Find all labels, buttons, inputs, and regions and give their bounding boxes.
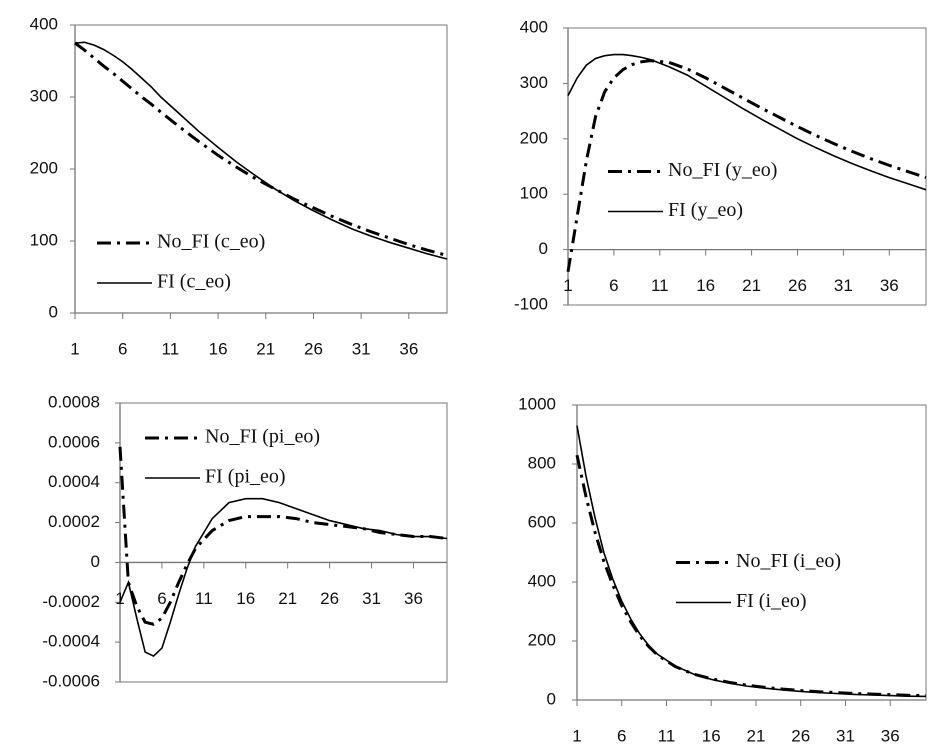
x-tick-label: 11 — [658, 726, 676, 744]
y-tick-label: 300 — [520, 73, 548, 92]
x-tick-label: 21 — [278, 589, 297, 608]
data-line — [567, 53, 927, 191]
y-tick-label: -0.0004 — [42, 632, 100, 651]
x-tick-label: 6 — [617, 726, 626, 744]
x-tick-label: 26 — [788, 276, 807, 295]
legend-label: FI (y_eo) — [668, 199, 743, 221]
legend-label: FI (c_eo) — [157, 271, 231, 293]
y-tick-label: 0.0006 — [48, 432, 100, 451]
y-tick-label: 1000 — [518, 394, 556, 413]
x-tick-label: 1 — [70, 339, 79, 358]
x-tick-label: 16 — [209, 339, 228, 358]
x-tick-label: 31 — [362, 589, 381, 608]
y-tick-label: 800 — [528, 453, 556, 472]
data-line — [74, 41, 448, 260]
data-line — [118, 446, 448, 626]
x-tick-label: 16 — [696, 276, 715, 295]
x-tick-label: 36 — [404, 589, 423, 608]
x-tick-label: 26 — [304, 339, 323, 358]
y-tick-label: 100 — [520, 184, 548, 203]
x-tick-label: 31 — [834, 276, 853, 295]
x-tick-label: 31 — [352, 339, 371, 358]
y-tick-label: 400 — [30, 14, 58, 33]
y-tick-label: 0 — [539, 239, 548, 258]
x-tick-label: 26 — [320, 589, 339, 608]
x-tick-label: 16 — [702, 726, 721, 744]
y-tick-label: 300 — [30, 86, 58, 105]
y-tick-label: 600 — [528, 512, 556, 531]
y-tick-label: 400 — [520, 17, 548, 36]
x-tick-label: 11 — [651, 276, 669, 295]
x-tick-label: 11 — [162, 339, 180, 358]
x-tick-label: 6 — [609, 276, 618, 295]
x-tick-label: 21 — [747, 726, 766, 744]
data-line — [119, 497, 448, 658]
x-tick-label: 1 — [563, 276, 572, 295]
x-tick-label: 1 — [572, 726, 581, 744]
x-tick-label: 11 — [195, 589, 213, 608]
x-tick-label: 36 — [399, 339, 418, 358]
y-tick-label: 0.0004 — [48, 472, 100, 491]
y-tick-label: 200 — [528, 630, 556, 649]
legend-label: No_FI (pi_eo) — [205, 426, 320, 448]
x-tick-label: 21 — [742, 276, 761, 295]
legend-label: No_FI (y_eo) — [668, 159, 777, 181]
x-tick-label: 6 — [118, 339, 127, 358]
y-tick-label: 0.0008 — [48, 392, 100, 411]
legend-label: No_FI (c_eo) — [157, 231, 265, 253]
y-tick-label: 100 — [30, 230, 58, 249]
y-tick-label: 0.0002 — [48, 512, 100, 531]
x-tick-label: 21 — [256, 339, 275, 358]
legend-label: FI (pi_eo) — [205, 466, 286, 488]
x-tick-label: 16 — [236, 589, 255, 608]
legend-label: FI (i_eo) — [736, 590, 807, 612]
x-tick-label: 6 — [157, 589, 166, 608]
y-tick-label: 0 — [91, 552, 100, 571]
x-tick-label: 31 — [836, 726, 855, 744]
y-tick-label: 200 — [520, 128, 548, 147]
y-tick-label: 0 — [547, 689, 556, 708]
x-tick-label: 26 — [791, 726, 810, 744]
x-tick-label: 1 — [115, 589, 124, 608]
y-tick-label: 400 — [528, 571, 556, 590]
x-tick-label: 36 — [881, 726, 900, 744]
y-tick-label: -0.0002 — [42, 592, 100, 611]
y-tick-label: 200 — [30, 158, 58, 177]
y-tick-label: -100 — [514, 294, 548, 313]
data-line — [74, 41, 448, 257]
y-tick-label: -0.0006 — [42, 671, 100, 690]
x-tick-label: 36 — [880, 276, 899, 295]
data-line — [575, 454, 927, 698]
data-line — [576, 425, 927, 698]
legend-label: No_FI (i_eo) — [736, 550, 841, 572]
y-tick-label: 0 — [49, 302, 58, 321]
data-line — [566, 59, 927, 273]
